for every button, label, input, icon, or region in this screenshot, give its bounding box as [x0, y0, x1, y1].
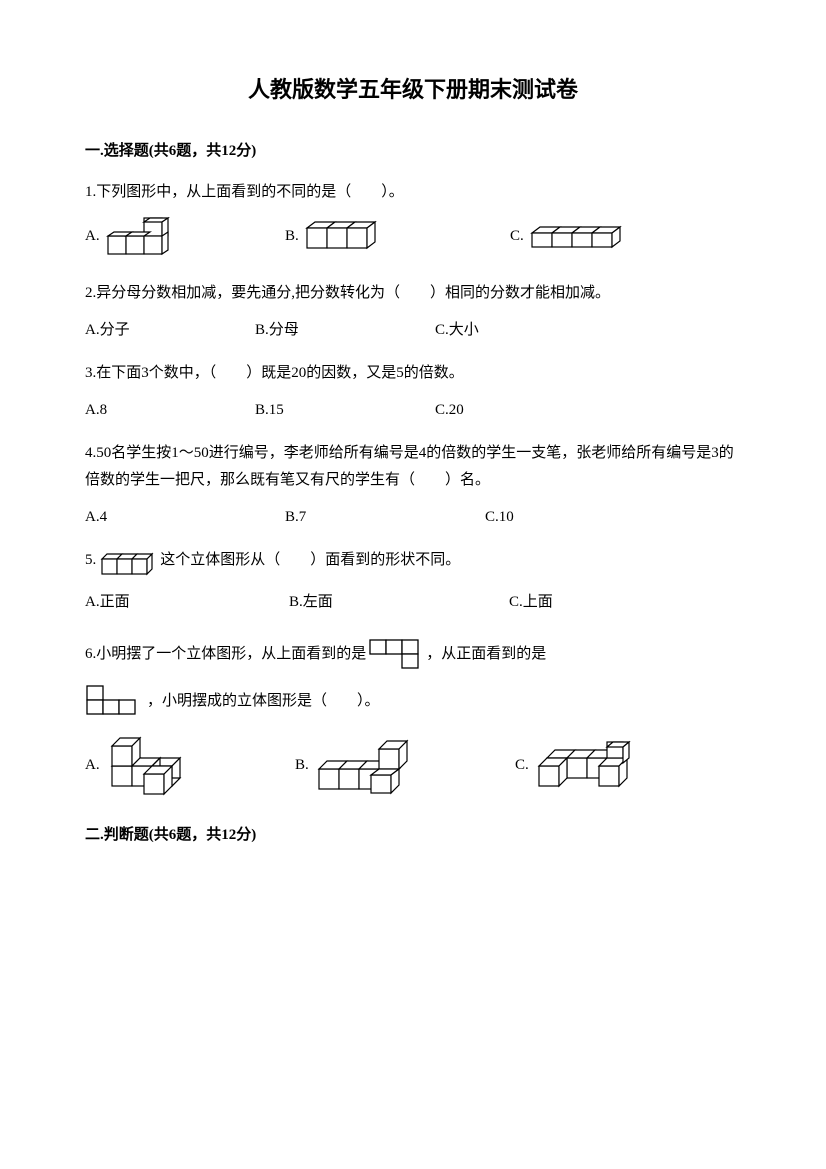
top-view-icon	[368, 638, 424, 672]
q4-opt-c: C.10	[485, 504, 514, 531]
q3-text: 3.在下面3个数中，（ ）既是20的因数，又是5的倍数。	[85, 360, 741, 387]
q5-num: 5.	[85, 547, 96, 574]
question-3: 3.在下面3个数中，（ ）既是20的因数，又是5的倍数。 A.8 B.15 C.…	[85, 360, 741, 424]
q4-opt-a: A.4	[85, 504, 285, 531]
q1-label-c: C.	[510, 223, 524, 250]
q6-label-b: B.	[295, 752, 309, 779]
question-5: 5. 这个立体图形从（ ）面看到的形状不同。 A.正面 B.左面 C.上面	[85, 547, 741, 616]
q3-options: A.8 B.15 C.20	[85, 397, 741, 424]
q2-opt-c: C.大小	[435, 317, 479, 344]
cube-figure-c-icon	[528, 223, 623, 251]
q2-opt-b: B.分母	[255, 317, 435, 344]
question-4: 4.50名学生按1～50进行编号，李老师给所有编号是4的倍数的学生一支笔，张老师…	[85, 440, 741, 531]
q5-after: 这个立体图形从（ ）面看到的形状不同。	[160, 547, 460, 574]
q2-text: 2.异分母分数相加减，要先通分,把分数转化为（ ）相同的分数才能相加减。	[85, 280, 741, 307]
q4-options: A.4 B.7 C.10	[85, 504, 741, 531]
q1-text: 1.下列图形中，从上面看到的不同的是（ ）。	[85, 179, 741, 206]
q5-opt-c: C.上面	[509, 589, 553, 616]
q6-part2: ，从正面看到的是	[426, 641, 546, 668]
section-1-header: 一.选择题(共6题，共12分)	[85, 138, 741, 165]
q6-label-a: A.	[85, 752, 100, 779]
cube-figure-a-icon	[104, 216, 182, 258]
q6-options: A.	[85, 736, 741, 796]
page-title: 人教版数学五年级下册期末测试卷	[85, 70, 741, 110]
cube-row-icon	[100, 551, 156, 581]
cube-solid-a-icon	[104, 736, 204, 796]
q3-opt-a: A.8	[85, 397, 255, 424]
q2-options: A.分子 B.分母 C.大小	[85, 317, 741, 344]
q5-opt-b: B.左面	[289, 589, 509, 616]
q6-part3: ，小明摆成的立体图形是（ ）。	[147, 682, 380, 715]
cube-solid-b-icon	[313, 737, 433, 795]
q6-label-c: C.	[515, 752, 529, 779]
q3-opt-b: B.15	[255, 397, 435, 424]
q6-part1: 6.小明摆了一个立体图形，从上面看到的是	[85, 641, 366, 668]
q1-label-a: A.	[85, 223, 100, 250]
q1-label-b: B.	[285, 223, 299, 250]
q5-opt-a: A.正面	[85, 589, 289, 616]
q2-opt-a: A.分子	[85, 317, 255, 344]
question-6: 6.小明摆了一个立体图形，从上面看到的是 ，从正面看到的是 ，小明摆成的立体图形…	[85, 638, 741, 796]
q5-options: A.正面 B.左面 C.上面	[85, 589, 741, 616]
cube-figure-b-icon	[303, 218, 388, 256]
front-view-icon	[85, 684, 141, 718]
q4-text: 4.50名学生按1～50进行编号，李老师给所有编号是4的倍数的学生一支笔，张老师…	[85, 440, 741, 494]
cube-solid-c-icon	[533, 740, 648, 792]
q4-opt-b: B.7	[285, 504, 485, 531]
question-1: 1.下列图形中，从上面看到的不同的是（ ）。 A. B.	[85, 179, 741, 258]
section-2-header: 二.判断题(共6题，共12分)	[85, 822, 741, 849]
question-2: 2.异分母分数相加减，要先通分,把分数转化为（ ）相同的分数才能相加减。 A.分…	[85, 280, 741, 344]
q1-options: A. B.	[85, 216, 741, 258]
q3-opt-c: C.20	[435, 397, 464, 424]
